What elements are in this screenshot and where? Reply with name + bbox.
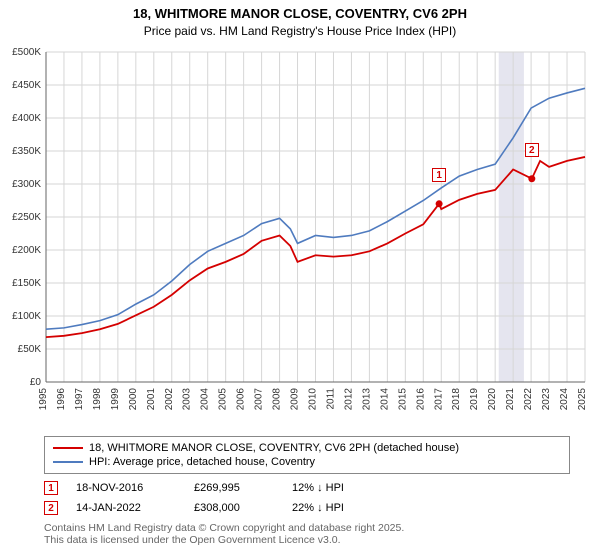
x-axis-label: 2019: [469, 388, 480, 411]
x-axis-label: 2024: [559, 388, 570, 411]
sale-marker-icon: 2: [44, 501, 58, 515]
x-axis-label: 2015: [397, 388, 408, 411]
legend-item-hpi: HPI: Average price, detached house, Cove…: [53, 455, 561, 469]
legend-label: HPI: Average price, detached house, Cove…: [89, 456, 315, 468]
x-axis-label: 2000: [128, 388, 139, 411]
x-axis-label: 2004: [200, 388, 211, 411]
x-axis-label: 2003: [182, 388, 193, 411]
footer-line: This data is licensed under the Open Gov…: [44, 534, 570, 546]
sale-row: 1 18-NOV-2016 £269,995 12% ↓ HPI: [44, 478, 570, 498]
x-axis-label: 2002: [164, 388, 175, 411]
x-axis-label: 1999: [110, 388, 121, 411]
x-axis-label: 2025: [577, 388, 588, 411]
x-axis-label: 2010: [308, 388, 319, 411]
legend-label: 18, WHITMORE MANOR CLOSE, COVENTRY, CV6 …: [89, 442, 459, 454]
sale-delta: 12% ↓ HPI: [292, 482, 382, 494]
y-axis-label: £400K: [12, 113, 41, 124]
x-axis-label: 2008: [272, 388, 283, 411]
chart-marker-2: 2: [525, 143, 539, 157]
x-axis-label: 2012: [343, 388, 354, 411]
page-title: 18, WHITMORE MANOR CLOSE, COVENTRY, CV6 …: [0, 0, 600, 21]
x-axis-label: 1998: [92, 388, 103, 411]
x-axis-label: 2016: [415, 388, 426, 411]
x-axis-label: 2011: [325, 388, 336, 410]
line-chart: £0 £50K £100K £150K £200K £250K £300K £350K £400…: [0, 42, 600, 432]
sale-delta: 22% ↓ HPI: [292, 502, 382, 514]
sale-price: £269,995: [194, 482, 274, 494]
chart-marker-1: 1: [432, 168, 446, 182]
chart-area: £0 £50K £100K £150K £200K £250K £300K £350K £400…: [0, 42, 600, 432]
x-axis-label: 2014: [379, 388, 390, 411]
x-axis-label: 2022: [523, 388, 534, 411]
y-axis-label: £50K: [18, 344, 42, 355]
y-axis-label: £350K: [12, 146, 41, 157]
sale-row: 2 14-JAN-2022 £308,000 22% ↓ HPI: [44, 498, 570, 518]
x-axis-label: 1997: [74, 388, 85, 411]
y-axis-label: £450K: [12, 80, 41, 91]
x-axis-label: 2009: [290, 388, 301, 411]
legend: 18, WHITMORE MANOR CLOSE, COVENTRY, CV6 …: [44, 436, 570, 474]
x-axis-label: 2017: [433, 388, 444, 411]
sale-marker-icon: 1: [44, 481, 58, 495]
y-axis-label: £200K: [12, 245, 41, 256]
legend-item-price-paid: 18, WHITMORE MANOR CLOSE, COVENTRY, CV6 …: [53, 441, 561, 455]
footer-note: Contains HM Land Registry data © Crown c…: [44, 522, 570, 546]
x-axis-label: 2020: [487, 388, 498, 411]
x-axis-label: 2006: [236, 388, 247, 411]
y-axis-label: £300K: [12, 179, 41, 190]
x-axis-label: 2001: [146, 388, 157, 411]
legend-swatch: [53, 461, 83, 463]
y-axis-label: £500K: [12, 47, 41, 58]
x-axis-label: 2021: [505, 388, 516, 411]
y-axis-label: £0: [30, 377, 42, 388]
x-axis-label: 1996: [56, 388, 67, 411]
sale-date: 18-NOV-2016: [76, 482, 176, 494]
x-axis-label: 2018: [451, 388, 462, 411]
x-axis-label: 2005: [218, 388, 229, 411]
y-axis-label: £150K: [12, 278, 41, 289]
sale-price: £308,000: [194, 502, 274, 514]
x-axis-label: 2023: [541, 388, 552, 411]
page-subtitle: Price paid vs. HM Land Registry's House …: [0, 21, 600, 42]
x-axis-label: 2007: [254, 388, 265, 411]
legend-swatch: [53, 447, 83, 449]
x-axis-label: 1995: [38, 388, 49, 411]
footer-line: Contains HM Land Registry data © Crown c…: [44, 522, 570, 534]
sale-date: 14-JAN-2022: [76, 502, 176, 514]
y-axis-label: £100K: [12, 311, 41, 322]
sales-list: 1 18-NOV-2016 £269,995 12% ↓ HPI 2 14-JA…: [44, 478, 570, 518]
y-axis-label: £250K: [12, 212, 41, 223]
x-axis-label: 2013: [361, 388, 372, 411]
